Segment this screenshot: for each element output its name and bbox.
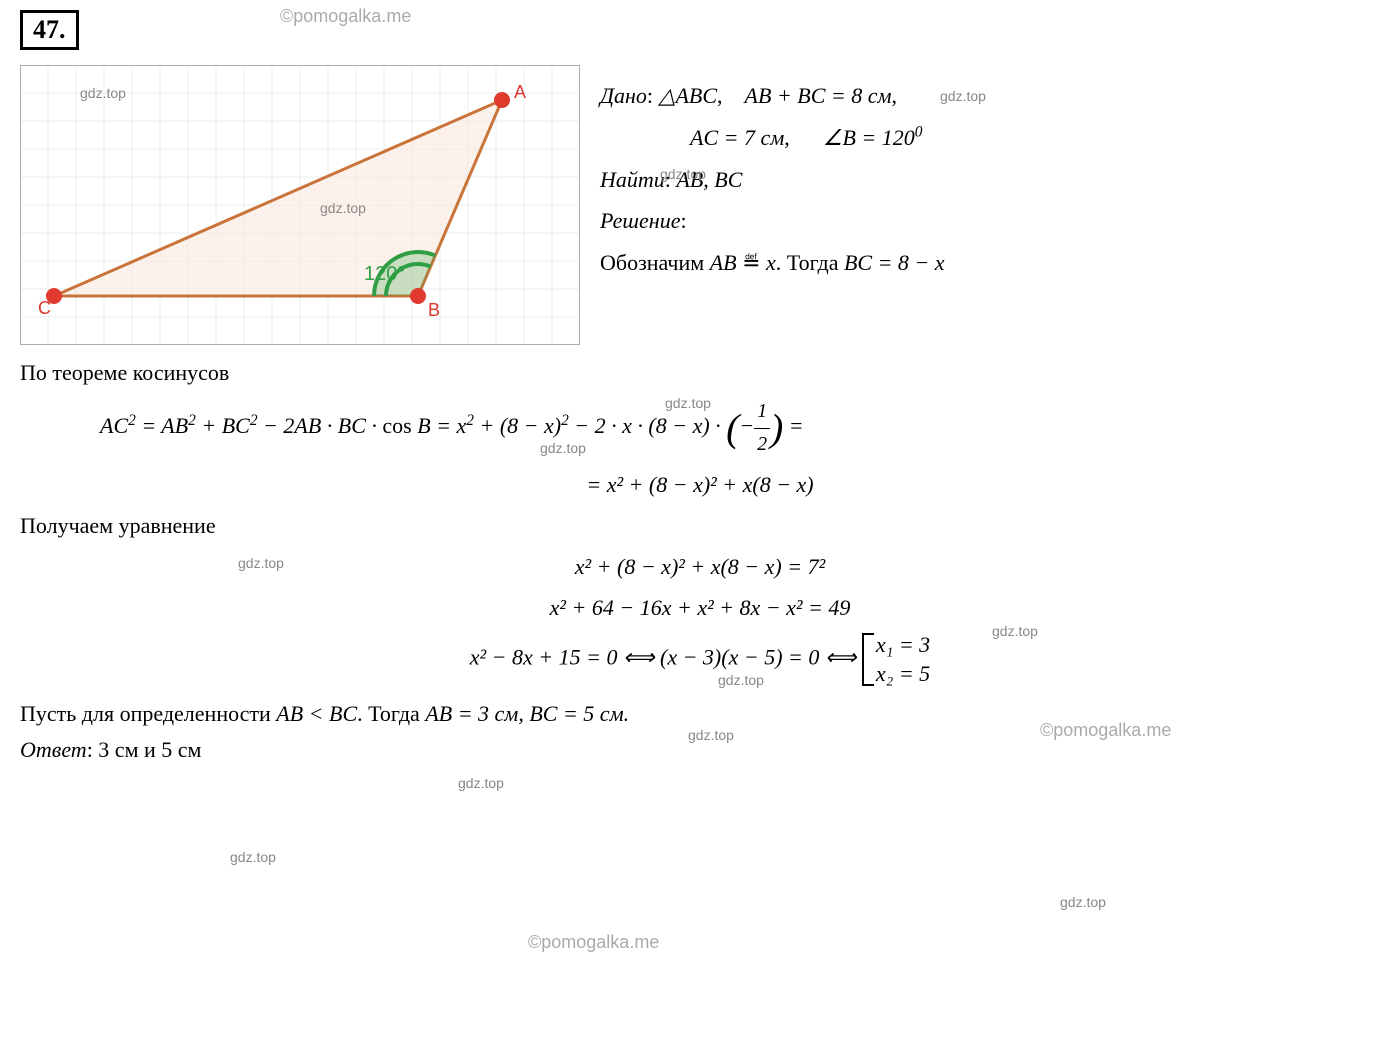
- theorem-text: По теореме косинусов: [20, 355, 1380, 390]
- fraction-half: 12: [754, 396, 770, 460]
- answer-line: Ответ: 3 см и 5 см: [20, 732, 1380, 767]
- equation-4: x² + 64 − 16x + x² + 8x − x² = 49: [20, 590, 1380, 625]
- equation-3: x² + (8 − x)² + x(8 − x) = 7²: [20, 549, 1380, 584]
- svg-text:120°: 120°: [364, 263, 405, 285]
- find-label: Найти: [600, 167, 665, 192]
- equation-5: x² − 8x + 15 = 0 ⟺ (x − 3)(x − 5) = 0 ⟺ …: [20, 631, 1380, 688]
- given-triangle: △ABC: [659, 83, 717, 108]
- top-row: 120°ABC Дано: △ABC, AB + BC = 8 см, AC =…: [20, 65, 1380, 355]
- watermark-text: gdz.top: [230, 849, 276, 865]
- watermark-text: ©pomogalka.me: [528, 932, 659, 953]
- conclusion-line: Пусть для определенности AB < BC. Тогда …: [20, 696, 1380, 731]
- solution-body: По теореме косинусов AC2 = AB2 + BC2 − 2…: [20, 355, 1380, 767]
- let-x: x: [766, 250, 776, 275]
- given-find-block: Дано: △ABC, AB + BC = 8 см, AC = 7 см, ∠…: [600, 65, 1380, 284]
- defeq-symbol: ≝: [742, 250, 766, 275]
- svg-text:A: A: [514, 82, 526, 102]
- let-prefix: Обозначим: [600, 250, 710, 275]
- equation-2: = x² + (8 − x)² + x(8 − x): [20, 467, 1380, 502]
- let-then: . Тогда: [776, 250, 844, 275]
- given-label: Дано: [600, 83, 647, 108]
- problem-number: 47.: [20, 10, 79, 50]
- svg-text:B: B: [428, 300, 440, 320]
- equation-1: AC2 = AB2 + BC2 − 2AB · BC · cos B = x2 …: [20, 396, 1380, 460]
- get-equation-text: Получаем уравнение: [20, 508, 1380, 543]
- given-cond2: AC = 7 см: [690, 125, 784, 150]
- let-bc: BC = 8 − x: [844, 250, 945, 275]
- triangle-diagram: 120° A B C: [20, 65, 580, 345]
- solution-system: x₁ = 3x₂ = 5: [862, 631, 930, 688]
- find-value: AB, BC: [676, 167, 742, 192]
- watermark-text: gdz.top: [458, 775, 504, 791]
- svg-text:C: C: [38, 298, 51, 318]
- given-cond3: ∠B = 1200: [823, 125, 923, 150]
- solution-label: Решение: [600, 208, 680, 233]
- given-cond1: AB + BC = 8 см: [745, 83, 892, 108]
- watermark-text: ©pomogalka.me: [280, 6, 411, 27]
- let-ab: AB: [710, 250, 737, 275]
- watermark-text: gdz.top: [1060, 894, 1106, 910]
